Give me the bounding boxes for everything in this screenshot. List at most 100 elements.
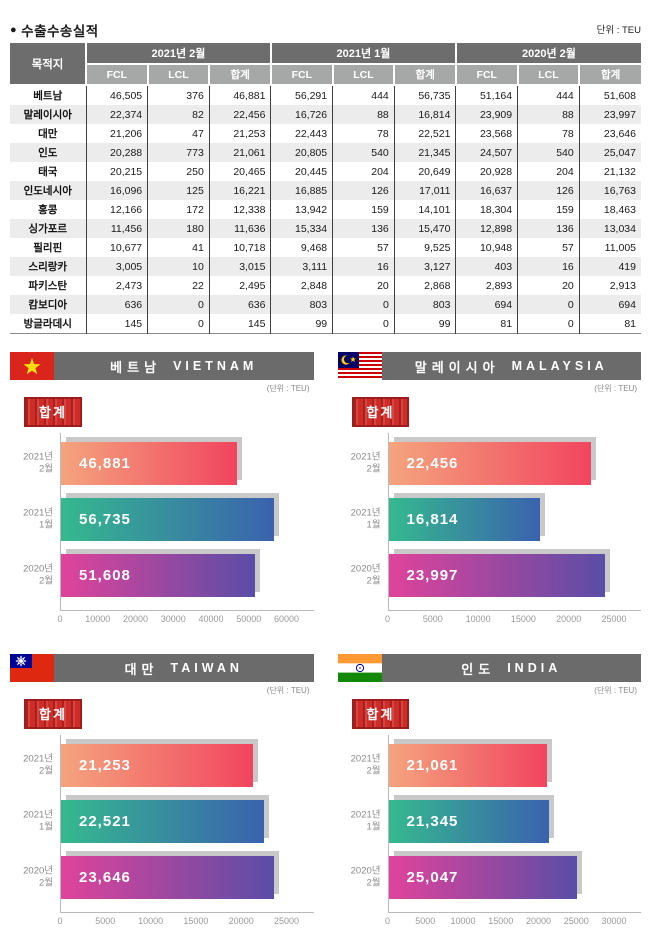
row-destination: 태국 xyxy=(10,162,87,181)
bar-category-label: 2020년 2월 xyxy=(333,865,381,890)
table-row: 방글라데시 145 0 145 99 0 99 81 0 81 xyxy=(10,314,641,334)
cell-value: 0 xyxy=(517,295,580,314)
cell-value: 41 xyxy=(147,238,210,257)
category-line-2: 2월 xyxy=(38,575,53,587)
cell-value: 204 xyxy=(332,162,395,181)
bar-category-label: 2020년 2월 xyxy=(5,563,53,588)
category-line-2: 1월 xyxy=(38,519,53,531)
bar-0: 21,061 xyxy=(388,744,547,787)
chart-title-ko: 대만 xyxy=(124,661,159,677)
cell-value: 82 xyxy=(147,105,210,124)
bar-value-label: 22,521 xyxy=(79,813,131,830)
cell-value: 20,805 xyxy=(270,143,334,162)
axis-tick-label: 10000 xyxy=(450,916,476,926)
chart-titlebar: 베트남 VIETNAM xyxy=(10,352,314,380)
cell-value: 2,868 xyxy=(394,276,457,295)
table-row: 인도 20,288 773 21,061 20,805 540 21,345 24,507 54… xyxy=(10,143,641,162)
bar-category-label: 2020년 2월 xyxy=(5,865,53,890)
bars-inner: 2021년 2월 21,061 2021년 1월 21,345 2020년 2월 25,047 xyxy=(351,744,615,899)
axis-tick-label: 5000 xyxy=(95,916,116,926)
cell-value: 9,525 xyxy=(394,238,457,257)
bar-row: 2020년 2월 23,646 xyxy=(23,856,287,899)
cell-value: 16,763 xyxy=(603,184,636,197)
cell-value: 23,909 xyxy=(455,105,519,124)
bars-area: 2021년 2월 46,881 2021년 1월 56,735 2020년 2월 51,608 xyxy=(23,433,314,611)
page-title: ● 수출수송실적 xyxy=(10,20,99,40)
bars-area: 2021년 2월 22,456 2021년 1월 16,814 2020년 2월 23,997 xyxy=(351,433,641,611)
cell-value: 11,456 xyxy=(86,219,149,238)
bar-1: 21,345 xyxy=(388,800,549,843)
chart-vietnam: 베트남 VIETNAM (단위 : TEU) 합계 2021년 2월 46,881 2021년… xyxy=(10,352,314,630)
table-row: 말레이시아 22,374 82 22,456 16,726 88 16,814 23,909 8… xyxy=(10,105,641,124)
table-row: 태국 20,215 250 20,465 20,445 204 20,649 20,928 20… xyxy=(10,162,641,181)
cell-value: 21,132 xyxy=(603,165,636,178)
page: ● 수출수송실적 단위 : TEU 목적지 2021년 2월 2021년 1월 202… xyxy=(10,20,641,926)
bar-row: 2021년 2월 21,061 xyxy=(351,744,615,787)
category-line-2: 2월 xyxy=(38,463,53,475)
bar-category-label: 2021년 2월 xyxy=(5,451,53,476)
bar-value-label: 25,047 xyxy=(406,869,459,886)
cell-value: 126 xyxy=(517,181,580,200)
cell-value: 88 xyxy=(332,105,395,124)
cell-value: 694 xyxy=(455,295,519,314)
col-subheader: 합계 xyxy=(579,64,641,86)
cell-value: 0 xyxy=(147,314,210,334)
chart-title-ko: 말레이시아 xyxy=(414,359,500,375)
axis-tick-label: 15000 xyxy=(510,614,536,624)
cell-value: 145 xyxy=(86,314,149,334)
total-legend-badge: 합계 xyxy=(351,397,410,427)
category-line-2: 2월 xyxy=(366,877,381,889)
bars-inner: 2021년 2월 46,881 2021년 1월 56,735 2020년 2월 51,608 xyxy=(23,442,287,597)
bar-category-label: 2021년 2월 xyxy=(5,753,53,778)
cell-value: 56,735 xyxy=(394,85,457,105)
cell-value: 81 xyxy=(455,314,519,334)
india-flag-icon xyxy=(337,654,382,682)
category-line-1: 2020년 xyxy=(350,865,381,877)
bars-inner: 2021년 2월 21,253 2021년 1월 22,521 2020년 2월 23,646 xyxy=(23,744,287,899)
taiwan-flag-icon xyxy=(10,654,54,682)
cell-value: 20 xyxy=(517,276,580,295)
table-row: 스리랑카 3,005 10 3,015 3,111 16 3,127 403 16 419 xyxy=(10,257,641,276)
row-destination: 캄보디아 xyxy=(10,295,87,314)
vietnam-flag-icon xyxy=(10,352,54,380)
table-row: 파키스탄 2,473 22 2,495 2,848 20 2,868 2,893 20 2,913 xyxy=(10,276,641,295)
category-line-2: 1월 xyxy=(38,821,53,833)
cell-value: 2,495 xyxy=(209,276,272,295)
col-group-header: 2021년 2월 xyxy=(86,43,272,65)
cell-value: 636 xyxy=(209,295,272,314)
bar-category-label: 2021년 1월 xyxy=(333,809,381,834)
bar-row: 2021년 1월 22,521 xyxy=(23,800,287,843)
cell-value: 376 xyxy=(147,85,210,105)
chart-india: 인도 INDIA (단위 : TEU) 합계 2021년 2월 21,061 2021년 1월 2… xyxy=(337,654,641,932)
bar-2: 23,646 xyxy=(61,856,275,899)
bar-row: 2021년 1월 56,735 xyxy=(23,498,287,541)
bars-area: 2021년 2월 21,061 2021년 1월 21,345 2020년 2월 25,047 xyxy=(351,735,641,913)
bar-value-label: 21,253 xyxy=(79,757,131,774)
category-line-1: 2021년 xyxy=(23,507,53,519)
axis-tick-label: 0 xyxy=(57,614,63,624)
bar-value-label: 56,735 xyxy=(79,511,131,528)
cell-value: 51,608 xyxy=(603,89,636,102)
cell-value: 99 xyxy=(394,314,457,334)
bar-2: 25,047 xyxy=(388,856,577,899)
x-axis: 0 5000 10000 15000 20000 25000 30000 xyxy=(385,916,627,932)
bar-category-label: 2021년 1월 xyxy=(5,809,53,834)
col-subheader: LCL xyxy=(517,64,581,86)
category-line-1: 2020년 xyxy=(350,563,381,575)
category-line-1: 2021년 xyxy=(23,809,53,821)
bar-row: 2021년 1월 21,345 xyxy=(351,800,615,843)
cell-value: 3,005 xyxy=(86,257,149,276)
cell-value: 15,334 xyxy=(270,219,334,238)
cell-value: 444 xyxy=(332,85,395,105)
chart-title-en: VIETNAM xyxy=(173,359,258,373)
cell-value: 444 xyxy=(517,85,580,105)
bar-category-label: 2021년 1월 xyxy=(5,507,53,532)
axis-tick-label: 10000 xyxy=(465,614,491,624)
cell-value: 20,649 xyxy=(394,162,457,181)
cell-value: 81 xyxy=(624,317,636,330)
chart-title: 베트남 VIETNAM xyxy=(54,352,314,380)
bar-value-label: 22,456 xyxy=(406,455,459,472)
axis-tick-label: 25000 xyxy=(273,916,300,926)
bar-row: 2021년 2월 22,456 xyxy=(351,442,615,485)
category-line-2: 1월 xyxy=(366,821,381,833)
